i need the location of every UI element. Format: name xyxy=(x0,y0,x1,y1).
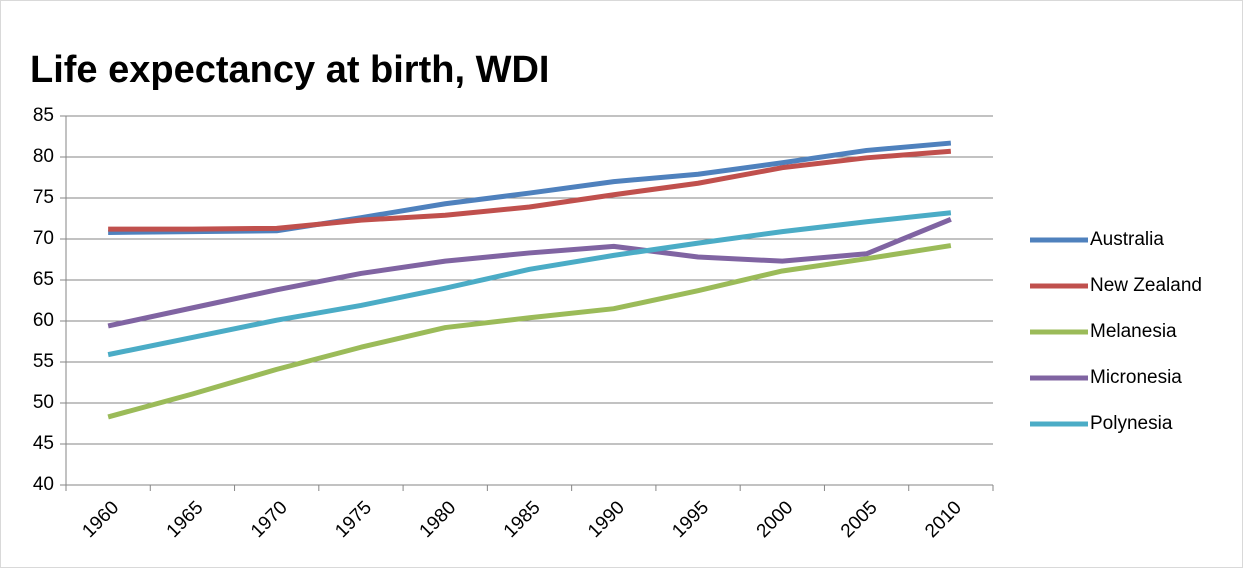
y-tick-label: 65 xyxy=(33,269,54,290)
legend-label: Micronesia xyxy=(1090,367,1182,388)
y-tick-label: 40 xyxy=(33,474,54,495)
y-tick-label: 55 xyxy=(33,351,54,372)
y-tick-label: 45 xyxy=(33,433,54,454)
series-line xyxy=(107,243,952,420)
y-tick-label: 75 xyxy=(33,187,54,208)
series-line xyxy=(108,148,952,232)
series-line xyxy=(107,210,952,358)
chart-title: Life expectancy at birth, WDI xyxy=(30,49,549,91)
y-tick-label: 50 xyxy=(33,392,54,413)
y-tick-label: 70 xyxy=(33,228,54,249)
legend-label: Polynesia xyxy=(1090,413,1173,434)
y-tick-label: 85 xyxy=(33,105,54,126)
y-tick-label: 80 xyxy=(33,146,54,167)
legend-label: Australia xyxy=(1090,229,1164,250)
series-line xyxy=(107,217,952,329)
legend-label: New Zealand xyxy=(1090,275,1202,296)
y-tick-label: 60 xyxy=(33,310,54,331)
legend-label: Melanesia xyxy=(1090,321,1177,342)
